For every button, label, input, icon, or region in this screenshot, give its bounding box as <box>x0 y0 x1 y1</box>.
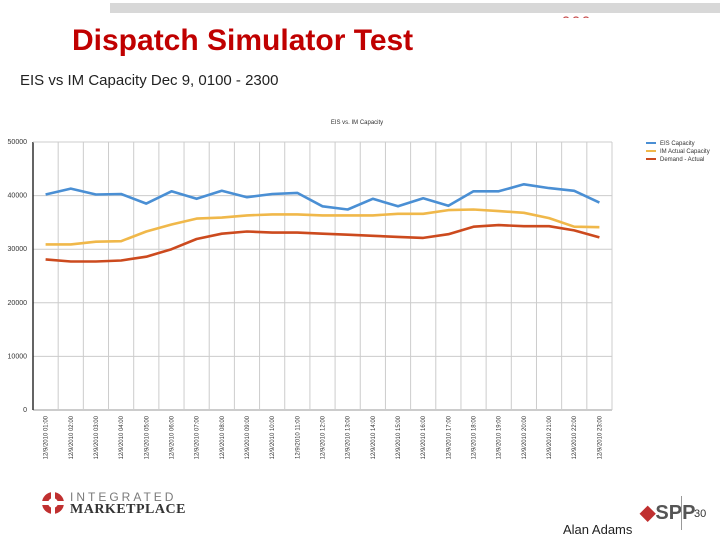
x-tick-label: 12/9/2010 02:00 <box>69 415 75 459</box>
chart-title: EIS vs. IM Capacity <box>331 120 383 126</box>
slide-subtitle: EIS vs IM Capacity Dec 9, 0100 - 2300 <box>20 72 279 89</box>
chart-series <box>45 183 600 263</box>
y-axis: 0 10000 20000 30000 40000 50000 <box>8 139 28 414</box>
x-tick-label: 12/9/2010 06:00 <box>169 415 175 459</box>
y-tick-label: 40000 <box>8 193 28 200</box>
logo-text-bottom: MARKETPLACE <box>70 502 186 517</box>
y-tick-label: 20000 <box>8 300 28 307</box>
spp-logo: ◆SPP <box>640 502 696 524</box>
x-tick-label: 12/9/2010 04:00 <box>119 415 125 459</box>
x-tick-label: 12/9/2010 01:00 <box>44 415 50 459</box>
x-tick-label: 12/9/2010 22:00 <box>572 415 578 459</box>
x-tick-label: 12/9/2010 11:00 <box>295 415 301 459</box>
legend-label: EIS Capacity <box>660 141 695 147</box>
header-decoration <box>0 0 720 31</box>
x-tick-label: 12/9/2010 12:00 <box>321 415 327 459</box>
presenter-name: Alan Adams <box>563 522 633 537</box>
x-tick-label: 12/9/2010 16:00 <box>421 415 427 459</box>
x-tick-label: 12/9/2010 10:00 <box>270 415 276 459</box>
x-tick-label: 12/9/2010 07:00 <box>195 415 201 459</box>
x-tick-label: 12/9/2010 09:00 <box>245 415 251 459</box>
page-number: 30 <box>694 508 707 520</box>
x-tick-label: 12/9/2010 13:00 <box>346 415 352 459</box>
spp-logo-text: SPP <box>655 502 696 524</box>
x-tick-label: 12/9/2010 17:00 <box>446 415 452 459</box>
slide-title: Dispatch Simulator Test <box>72 24 414 57</box>
x-tick-label: 12/9/2010 18:00 <box>472 415 478 459</box>
logo-text-top: INTEGRATED <box>70 490 177 504</box>
x-axis: 12/9/2010 01:00 12/9/2010 02:00 12/9/2010 … <box>44 415 604 459</box>
footer-divider <box>681 496 682 530</box>
legend-label: Demand - Actual <box>660 157 704 163</box>
chart-grid <box>32 141 613 411</box>
x-tick-label: 12/9/2010 20:00 <box>522 415 528 459</box>
y-tick-label: 30000 <box>8 246 28 253</box>
x-tick-label: 12/9/2010 23:00 <box>597 415 603 459</box>
x-tick-label: 12/9/2010 15:00 <box>396 415 402 459</box>
x-tick-label: 12/9/2010 08:00 <box>220 415 226 459</box>
series-line-2 <box>45 208 600 246</box>
y-tick-label: 0 <box>23 407 27 414</box>
legend-label: IM Actual Capacity <box>660 149 710 155</box>
x-tick-label: 12/9/2010 21:00 <box>547 415 553 459</box>
x-tick-label: 12/9/2010 14:00 <box>371 415 377 459</box>
x-tick-label: 12/9/2010 03:00 <box>94 415 100 459</box>
y-tick-label: 10000 <box>8 353 28 360</box>
y-tick-label: 50000 <box>8 139 28 146</box>
x-tick-label: 12/9/2010 05:00 <box>144 415 150 459</box>
integrated-marketplace-logo: INTEGRATED MARKETPLACE <box>40 488 185 520</box>
x-tick-label: 12/9/2010 19:00 <box>497 415 503 459</box>
chart-legend: EIS Capacity IM Actual Capacity Demand - A… <box>646 141 710 163</box>
series-line-3 <box>45 223 600 263</box>
series-line-1 <box>45 183 600 211</box>
line-chart: EIS vs. IM Capacity 0 10000 20000 30000 4000… <box>8 120 710 459</box>
